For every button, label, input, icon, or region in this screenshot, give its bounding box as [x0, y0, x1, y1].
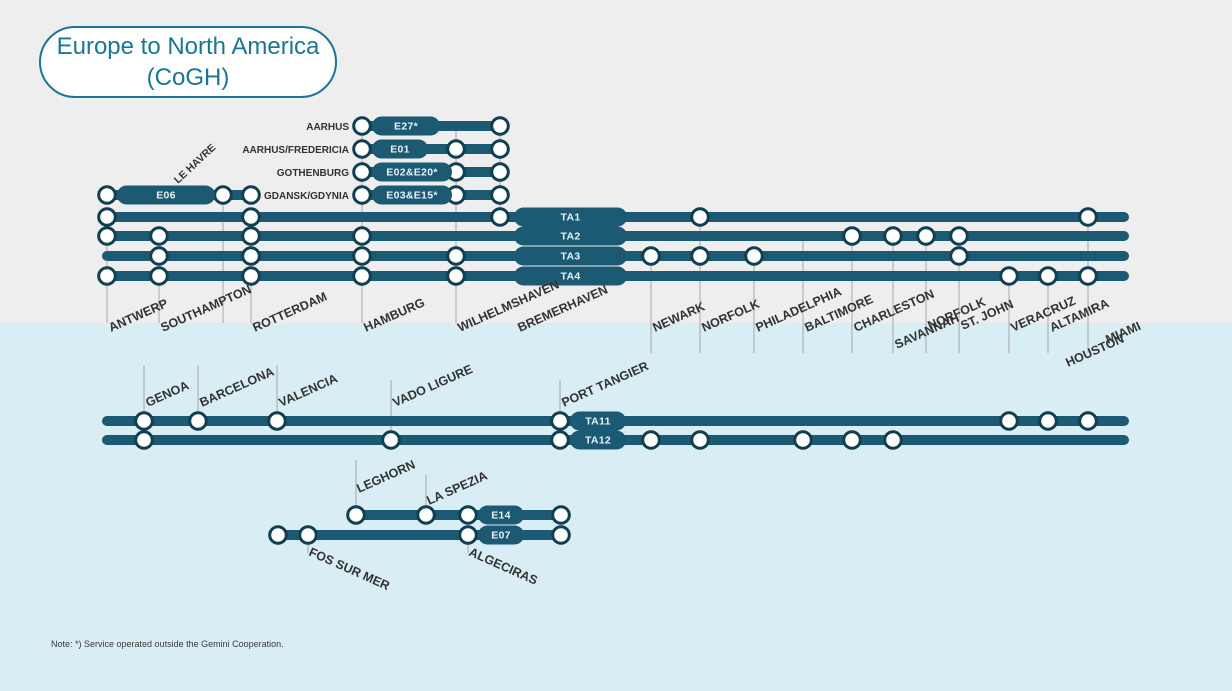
svg-text:VADO LIGURE: VADO LIGURE	[391, 362, 475, 410]
svg-text:NORFOLK: NORFOLK	[700, 297, 762, 335]
svg-text:TA12: TA12	[585, 435, 611, 447]
svg-text:E01: E01	[390, 144, 410, 156]
svg-text:ROTTERDAM: ROTTERDAM	[251, 289, 330, 334]
svg-text:LA SPEZIA: LA SPEZIA	[425, 469, 490, 508]
svg-text:SOUTHAMPTON: SOUTHAMPTON	[159, 282, 254, 335]
svg-text:TA11: TA11	[585, 416, 611, 428]
svg-text:TA2: TA2	[561, 231, 581, 243]
svg-text:E27*: E27*	[394, 121, 419, 133]
svg-text:E06: E06	[156, 190, 176, 202]
svg-text:AARHUS/FREDERICIA: AARHUS/FREDERICIA	[242, 145, 349, 156]
svg-text:E07: E07	[491, 530, 511, 542]
svg-text:E02&E20*: E02&E20*	[386, 167, 438, 179]
svg-text:E03&E15*: E03&E15*	[386, 190, 438, 202]
svg-text:ALGECIRAS: ALGECIRAS	[467, 545, 540, 588]
svg-text:E14: E14	[491, 510, 511, 522]
svg-text:FOS SUR MER: FOS SUR MER	[307, 545, 392, 593]
svg-text:LEGHORN: LEGHORN	[355, 458, 418, 496]
svg-text:AARHUS: AARHUS	[306, 122, 349, 133]
svg-text:VALENCIA: VALENCIA	[277, 371, 340, 409]
svg-text:TA4: TA4	[561, 271, 581, 283]
svg-text:BARCELONA: BARCELONA	[198, 364, 277, 409]
svg-text:GENOA: GENOA	[144, 378, 192, 409]
svg-text:HAMBURG: HAMBURG	[362, 295, 427, 334]
svg-text:GDANSK/GDYNIA: GDANSK/GDYNIA	[264, 191, 349, 202]
svg-text:TA3: TA3	[561, 251, 581, 263]
svg-text:NEWARK: NEWARK	[651, 299, 707, 334]
svg-text:GOTHENBURG: GOTHENBURG	[277, 168, 349, 179]
svg-text:PORT TANGIER: PORT TANGIER	[560, 359, 651, 410]
svg-text:TA1: TA1	[561, 212, 581, 224]
svg-text:WILHELMSHAVEN: WILHELMSHAVEN	[456, 277, 562, 334]
svg-text:ANTWERP: ANTWERP	[107, 296, 170, 334]
svg-text:LE HAVRE: LE HAVRE	[172, 142, 218, 186]
